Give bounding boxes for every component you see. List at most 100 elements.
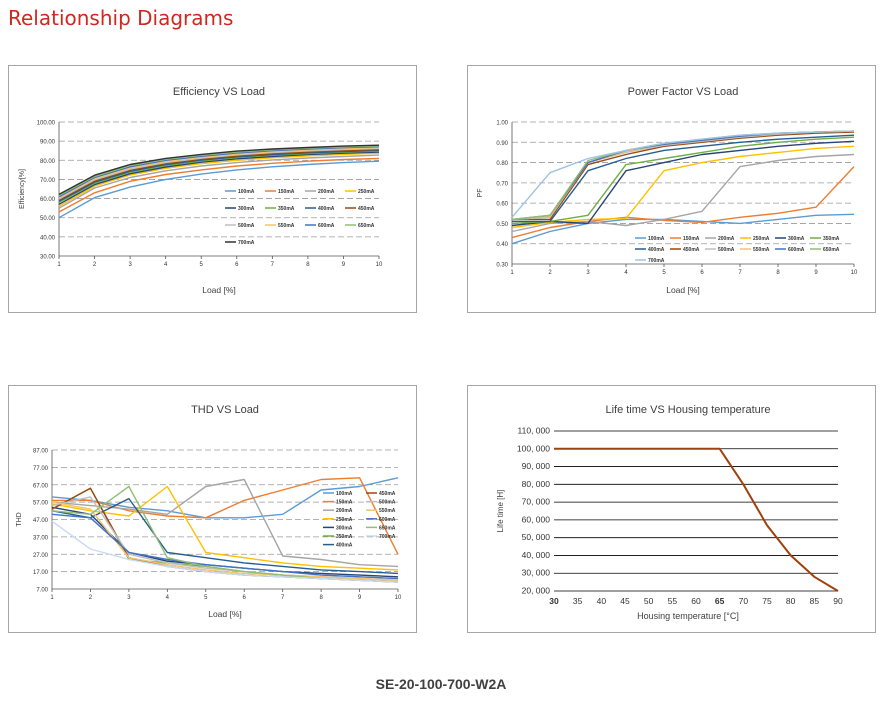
x-tick-label: 9 <box>814 270 818 276</box>
legend-label: 550mA <box>379 508 396 514</box>
legend-label: 300mA <box>238 206 255 212</box>
legend-label: 450mA <box>379 491 396 497</box>
legend-label: 700mA <box>648 258 665 264</box>
y-tick-label: 40, 000 <box>522 550 551 560</box>
y-tick-label: 0.30 <box>496 263 508 269</box>
series-line <box>58 146 380 198</box>
y-tick-label: 30.00 <box>40 255 56 261</box>
series-line <box>511 166 855 239</box>
series-line <box>58 151 380 205</box>
x-axis-label: Housing temperature [°C] <box>637 611 739 621</box>
chart-title: Life time VS Housing temperature <box>605 404 770 416</box>
legend-label: 300mA <box>788 236 805 242</box>
series-line <box>51 513 399 580</box>
series-line <box>58 154 380 209</box>
y-tick-label: 50.00 <box>40 216 56 222</box>
y-tick-label: 67.00 <box>33 483 49 489</box>
legend-label: 250mA <box>753 236 770 242</box>
x-tick-label: 10 <box>851 270 858 276</box>
y-tick-label: 7.00 <box>36 588 48 594</box>
y-tick-label: 60.00 <box>40 197 56 203</box>
series-line <box>51 497 399 575</box>
legend-label: 400mA <box>318 206 335 212</box>
legend-label: 550mA <box>278 223 295 229</box>
y-tick-label: 30, 000 <box>522 568 551 578</box>
x-tick-label: 9 <box>358 595 362 601</box>
series-line <box>512 134 855 223</box>
series-line <box>58 144 380 196</box>
x-tick-label: 4 <box>166 595 170 601</box>
legend-label: 300mA <box>336 525 353 531</box>
x-tick-label: 10 <box>395 595 402 601</box>
x-axis-label: Load [%] <box>208 609 242 619</box>
x-tick-label: 60 <box>691 596 701 606</box>
legend-label: 350mA <box>278 206 295 212</box>
series-line <box>58 147 380 199</box>
y-tick-label: 37.00 <box>33 535 49 541</box>
y-tick-label: 87.00 <box>33 449 49 455</box>
series-line <box>52 477 399 555</box>
x-tick-label: 1 <box>510 270 514 276</box>
legend-label: 400mA <box>336 543 353 549</box>
model-number: SE-20-100-700-W2A <box>375 676 507 692</box>
legend-label: 150mA <box>278 189 295 195</box>
series-line <box>51 477 399 519</box>
series-line <box>511 213 855 245</box>
y-tick-label: 90, 000 <box>522 461 551 471</box>
y-axis-label: Life time [H] <box>496 490 505 533</box>
y-tick-label: 60, 000 <box>522 514 551 524</box>
x-tick-label: 1 <box>50 595 54 601</box>
series-line <box>58 150 380 204</box>
x-tick-label: 70 <box>739 596 749 606</box>
x-tick-label: 85 <box>810 596 820 606</box>
series-line <box>58 145 380 197</box>
y-tick-label: 80.00 <box>40 159 56 165</box>
x-tick-label: 7 <box>738 270 742 276</box>
series-line <box>511 130 855 218</box>
chart-title: Power Factor VS Load <box>628 86 739 98</box>
y-tick-label: 40.00 <box>40 235 56 241</box>
legend-label: 650mA <box>358 223 375 229</box>
y-tick-label: 100.00 <box>37 121 56 127</box>
thd-chart-panel: THD VS Load 7.00 17.00 27.00 37.00 47.00 57.00… <box>8 385 417 633</box>
legend-label: 200mA <box>336 508 353 514</box>
y-tick-label: 0.90 <box>496 141 508 147</box>
legend-label: 250mA <box>358 189 375 195</box>
legend-label: 200mA <box>318 189 335 195</box>
y-tick-label: 100, 000 <box>517 443 550 453</box>
x-tick-label: 3 <box>127 595 131 601</box>
legend-label: 650mA <box>379 525 396 531</box>
series-line <box>51 485 399 571</box>
power-factor-chart: Power Factor VS Load 0.30 0.40 0.50 0.60 0.70… <box>477 86 858 295</box>
series-line <box>58 147 380 200</box>
y-tick-label: 50, 000 <box>522 532 551 542</box>
chart-title: Efficiency VS Load <box>173 86 265 98</box>
legend-label: 450mA <box>358 206 375 212</box>
series-line <box>511 140 855 227</box>
x-tick-label: 55 <box>668 596 678 606</box>
legend-label: 400mA <box>648 247 665 253</box>
x-tick-label: 6 <box>700 270 704 276</box>
y-tick-label: 80, 000 <box>522 479 551 489</box>
y-tick-label: 0.40 <box>496 242 508 248</box>
x-tick-label: 4 <box>624 270 628 276</box>
x-tick-label: 3 <box>128 262 132 268</box>
legend-label: 500mA <box>379 500 396 506</box>
x-tick-label: 9 <box>342 262 346 268</box>
series-line <box>51 520 399 583</box>
x-tick-label: 1 <box>57 262 61 268</box>
x-axis-label: Load [%] <box>202 285 236 295</box>
legend-label: 350mA <box>823 236 840 242</box>
legend-label: 350mA <box>336 534 353 540</box>
x-tick-label: 2 <box>89 595 93 601</box>
legend-label: 700mA <box>379 534 396 540</box>
legend-label: 500mA <box>718 247 735 253</box>
x-axis-label: Load [%] <box>666 285 700 295</box>
series-line <box>58 160 380 219</box>
y-tick-label: 0.80 <box>496 161 508 167</box>
legend-label: 500mA <box>238 223 255 229</box>
y-tick-label: 90.00 <box>40 140 56 146</box>
x-tick-label: 8 <box>306 262 310 268</box>
legend-label: 600mA <box>318 223 335 229</box>
